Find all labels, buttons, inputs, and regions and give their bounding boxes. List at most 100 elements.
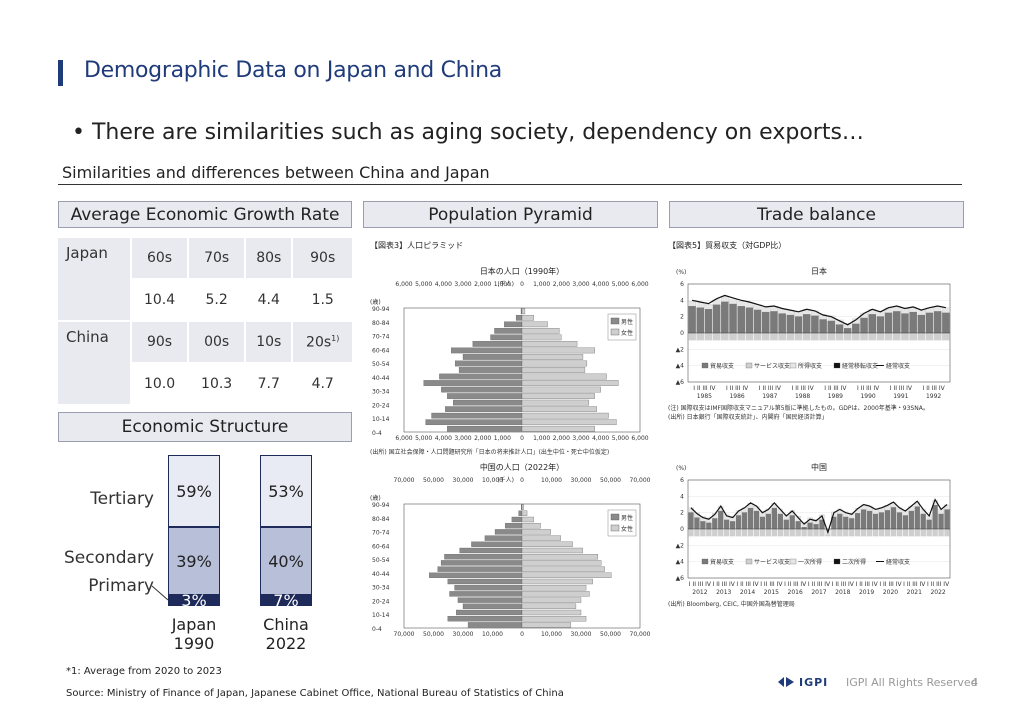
female-bar [521, 560, 602, 566]
service-bar [925, 333, 934, 341]
logo-mark-icon [778, 677, 794, 687]
service-bar [688, 333, 696, 341]
trade-note: (出所) Bloomberg, CEIC, 中国外国為替管理局 [668, 600, 795, 608]
pyramid-figure-label: 【図表3】人口ピラミッド [370, 240, 463, 250]
trade-bar [827, 315, 836, 333]
trade-bar [908, 505, 914, 529]
bottom-tick-label: 50,000 [600, 631, 621, 638]
female-bar [521, 393, 595, 399]
top-tick-label: 70,000 [630, 477, 651, 484]
period-cell-footnoted: 20s1) [291, 320, 354, 364]
income-bar [694, 512, 700, 518]
trade-bar [753, 304, 762, 333]
age-group-label: 70-74 [372, 334, 390, 341]
income-bar [876, 311, 885, 317]
income-bar [807, 517, 813, 523]
service-bar [908, 529, 914, 537]
tertiary-segment: 59% [168, 455, 220, 527]
legend-label: サービス収支 [754, 362, 790, 370]
female-bar [521, 314, 534, 321]
male-bar [453, 399, 523, 406]
y-tick-label: ▲6 [676, 379, 685, 386]
y-tick-label: 0 [680, 330, 684, 337]
age-group-label: 50-54 [372, 557, 390, 564]
logo-text: IGPI [799, 675, 829, 689]
trade-bar [721, 296, 729, 333]
male-bar [504, 523, 523, 529]
trade-unit-label: (%) [676, 465, 686, 472]
trade-bar [932, 500, 938, 529]
female-bar [521, 516, 534, 523]
service-bar [741, 529, 748, 537]
trade-bar [878, 507, 885, 529]
top-tick-label: 3,000 [454, 281, 471, 288]
age-group-label: 0-4 [372, 430, 382, 437]
trade-bar [761, 307, 770, 333]
service-bar [901, 333, 909, 341]
service-bar [789, 529, 795, 537]
female-bar [521, 347, 595, 354]
structure-bar-china: 53% 40% 7% [260, 455, 312, 610]
service-bar [914, 529, 920, 537]
male-bar [447, 425, 523, 432]
income-bar [933, 306, 942, 312]
bar-label-japan: Japan 1990 [154, 615, 234, 653]
female-bar [521, 572, 612, 578]
age-group-label: 60-64 [372, 543, 390, 550]
year: 1990 [173, 634, 215, 653]
service-bar [866, 529, 873, 537]
bottom-tick-label: 30,000 [571, 631, 592, 638]
country-japan: Japan [56, 236, 132, 322]
top-tick-label: 2,000 [474, 281, 491, 288]
slide-title: Demographic Data on Japan and China [84, 58, 502, 83]
service-bar [837, 529, 843, 537]
income-bar [837, 508, 843, 514]
income-bar [712, 513, 718, 519]
income-bar [700, 516, 706, 522]
male-bar [458, 367, 523, 373]
trade-bar [777, 508, 783, 529]
bottom-tick-label: 4,000 [592, 435, 609, 442]
income-bar [688, 507, 694, 513]
y-tick-label: 4 [680, 493, 684, 500]
income-bar [884, 307, 893, 313]
footnote: *1: Average from 2020 to 2023 [66, 666, 222, 677]
trade-unit-label: (%) [676, 269, 686, 276]
income-bar [909, 307, 917, 312]
service-bar [876, 333, 885, 341]
income-bar [819, 314, 827, 320]
income-bar [849, 513, 855, 519]
quarter-label: I II III IV [726, 385, 749, 392]
trade-bar [688, 507, 694, 529]
service-bar [777, 529, 783, 537]
quarter-label: I II III IV [923, 385, 946, 392]
female-bar [521, 360, 588, 367]
income-bar [778, 308, 786, 314]
income-bar [917, 309, 926, 315]
y-tick-label: 0 [680, 526, 684, 533]
male-bar [437, 566, 523, 572]
trade-bar [868, 309, 877, 333]
income-bar [855, 508, 861, 514]
trade-figure-label: 【図表5】貿易収支（対GDP比） [668, 240, 786, 250]
trade-bar [860, 504, 867, 529]
income-bar [827, 315, 836, 321]
table-row: China 90s 00s 10s 20s1) [56, 320, 354, 406]
secondary-segment: 39% [168, 527, 220, 595]
quarter-label: I II III IV [713, 581, 736, 588]
male-bar [484, 535, 523, 541]
label-primary: Primary [88, 576, 154, 596]
trade-bar [944, 504, 950, 529]
trade-bar [855, 508, 861, 529]
female-bar [521, 380, 619, 386]
income-bar [712, 299, 721, 305]
trade-bar [938, 508, 944, 529]
female-bar [521, 367, 586, 373]
income-bar [729, 298, 737, 304]
trade-bar [765, 508, 772, 529]
quarter-label: I II III IV [879, 581, 902, 588]
bottom-tick-label: 50,000 [423, 631, 444, 638]
primary-leader-line [151, 585, 169, 601]
age-group-label: 30-34 [372, 585, 390, 592]
